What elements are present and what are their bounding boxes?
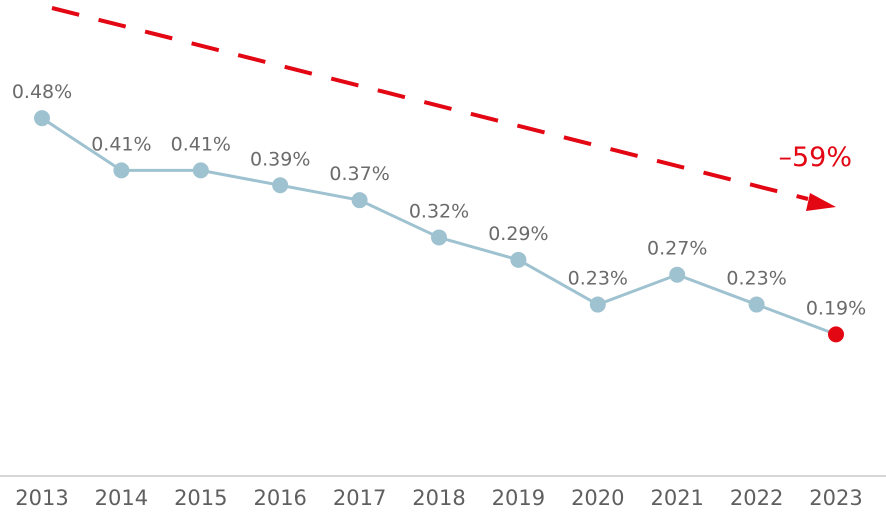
data-label-layer: 0.48% 0.41% 0.41% 0.39% 0.37% 0.32% 0.29% 0.23%…: [12, 81, 866, 319]
x-tick-label-2023: 2023: [809, 486, 862, 510]
data-point-2020: [589, 296, 606, 313]
data-label-2019: 0.29%: [488, 223, 548, 245]
data-label-2018: 0.32%: [409, 200, 469, 222]
data-label-2021: 0.27%: [647, 238, 707, 260]
data-point-2022: [748, 296, 765, 313]
data-point-2016: [272, 177, 289, 194]
data-point-2013: [34, 110, 50, 127]
data-point-2017: [351, 192, 368, 209]
trend-layer: –59%: [51, 6, 852, 211]
data-label-2015: 0.41%: [171, 133, 231, 155]
x-tick-label-2015: 2015: [174, 486, 227, 510]
data-point-2019: [510, 251, 527, 268]
data-point-2021: [669, 266, 686, 283]
trend-label: –59%: [778, 142, 852, 173]
data-label-2016: 0.39%: [250, 148, 310, 170]
x-tick-label-2016: 2016: [253, 486, 306, 510]
x-tick-label-2018: 2018: [412, 486, 465, 510]
x-tick-label-2014: 2014: [95, 486, 148, 510]
marker-layer: [34, 110, 844, 343]
trend-arrow-head: [806, 193, 836, 211]
data-point-2018: [431, 229, 447, 246]
series-layer: [40, 116, 838, 336]
data-label-2017: 0.37%: [329, 163, 389, 185]
trend-arrow-line: [51, 6, 809, 201]
data-point-2014: [113, 162, 130, 179]
x-tick-label-2017: 2017: [333, 486, 386, 510]
x-tick-label-2019: 2019: [492, 486, 545, 510]
x-tick-label-2021: 2021: [650, 486, 703, 510]
x-tick-label-2020: 2020: [571, 486, 624, 510]
data-label-2013: 0.48%: [12, 81, 72, 103]
x-tick-layer: 2013 2014 2015 2016 2017 2018 2019 2020 2021 2022…: [15, 486, 862, 510]
data-label-2014: 0.41%: [91, 133, 151, 155]
data-point-2015: [192, 162, 209, 179]
data-label-2023: 0.19%: [806, 297, 866, 319]
data-label-2022: 0.23%: [726, 268, 786, 290]
x-tick-label-2022: 2022: [730, 486, 783, 510]
data-point-2023: [828, 326, 844, 343]
data-label-2020: 0.23%: [568, 268, 628, 290]
series-line: [40, 116, 838, 336]
x-tick-label-2013: 2013: [15, 486, 68, 510]
